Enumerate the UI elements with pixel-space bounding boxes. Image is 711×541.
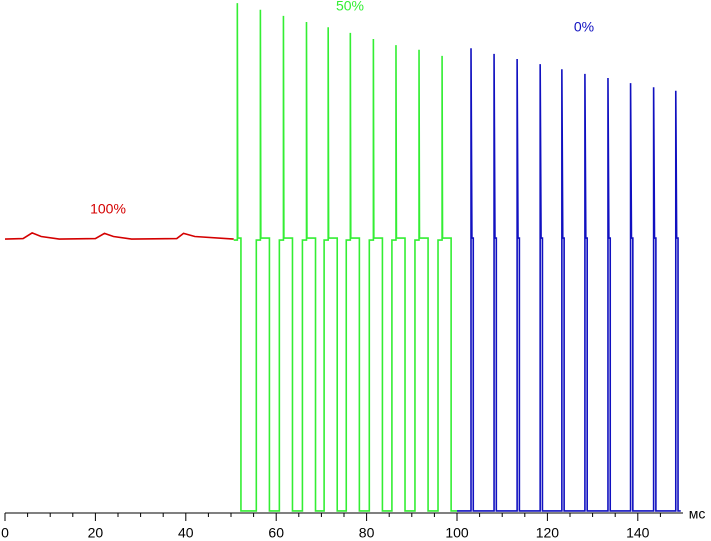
x-tick-label: 60 xyxy=(268,525,284,541)
series-label: 0% xyxy=(574,19,594,35)
series-line xyxy=(233,3,457,512)
x-tick-label: 0 xyxy=(1,525,9,541)
series-label: 100% xyxy=(90,201,126,217)
x-tick-label: 20 xyxy=(88,525,104,541)
x-tick-label: 80 xyxy=(359,525,375,541)
series-line xyxy=(457,48,681,512)
series-label: 50% xyxy=(336,0,364,14)
x-axis-label: мс xyxy=(689,506,706,522)
x-tick-label: 100 xyxy=(445,525,469,541)
series-line xyxy=(4,232,234,240)
x-tick-label: 120 xyxy=(536,525,560,541)
x-tick-label: 40 xyxy=(178,525,194,541)
x-tick-label: 140 xyxy=(626,525,650,541)
